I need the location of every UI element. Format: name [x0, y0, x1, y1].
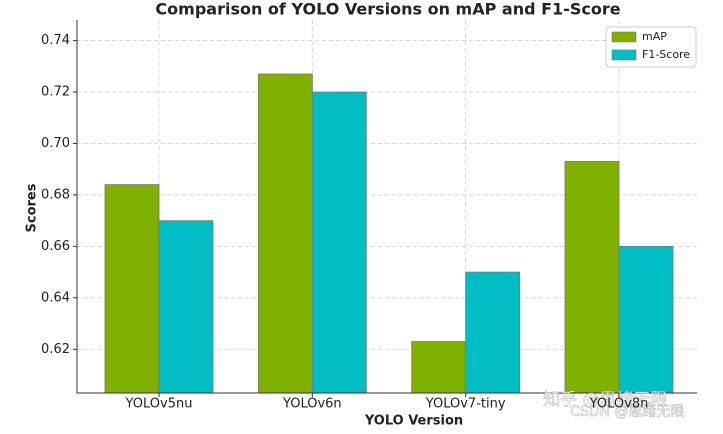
legend-label: F1-Score: [642, 48, 690, 61]
watermark: CSDN @思绪无限: [570, 404, 684, 420]
chart-title: Comparison of YOLO Versions on mAP and F…: [155, 0, 620, 19]
bar: [311, 91, 367, 394]
y-tick-label: 0.62: [41, 342, 70, 357]
watermark: 知乎 @思绪无限: [543, 390, 667, 410]
x-tick-label: YOLOv6n: [282, 397, 342, 412]
legend-label: mAP: [642, 30, 667, 43]
y-tick-label: 0.74: [41, 33, 70, 48]
bar: [465, 271, 521, 394]
y-tick-label: 0.68: [41, 187, 70, 202]
bar: [104, 184, 160, 394]
x-tick-label: YOLOv8n: [589, 397, 649, 412]
bar: [158, 220, 214, 394]
y-tick-label: 0.72: [41, 85, 70, 100]
legend-swatch: [611, 31, 637, 43]
y-axis-label: Scores: [25, 183, 40, 232]
bar: [564, 161, 620, 394]
x-tick-label: YOLOv5nu: [125, 397, 193, 412]
bar: [257, 73, 313, 394]
y-tick-label: 0.64: [41, 290, 70, 305]
legend-swatch: [611, 49, 637, 61]
x-tick-label: YOLOv7-tiny: [425, 397, 506, 412]
bar: [411, 341, 467, 394]
y-tick-label: 0.66: [41, 239, 70, 254]
bar: [618, 245, 674, 394]
legend: mAP F1-Score: [605, 26, 697, 68]
x-axis-label: YOLO Version: [364, 414, 463, 429]
bars: [104, 73, 674, 394]
y-tick-label: 0.70: [41, 136, 70, 151]
